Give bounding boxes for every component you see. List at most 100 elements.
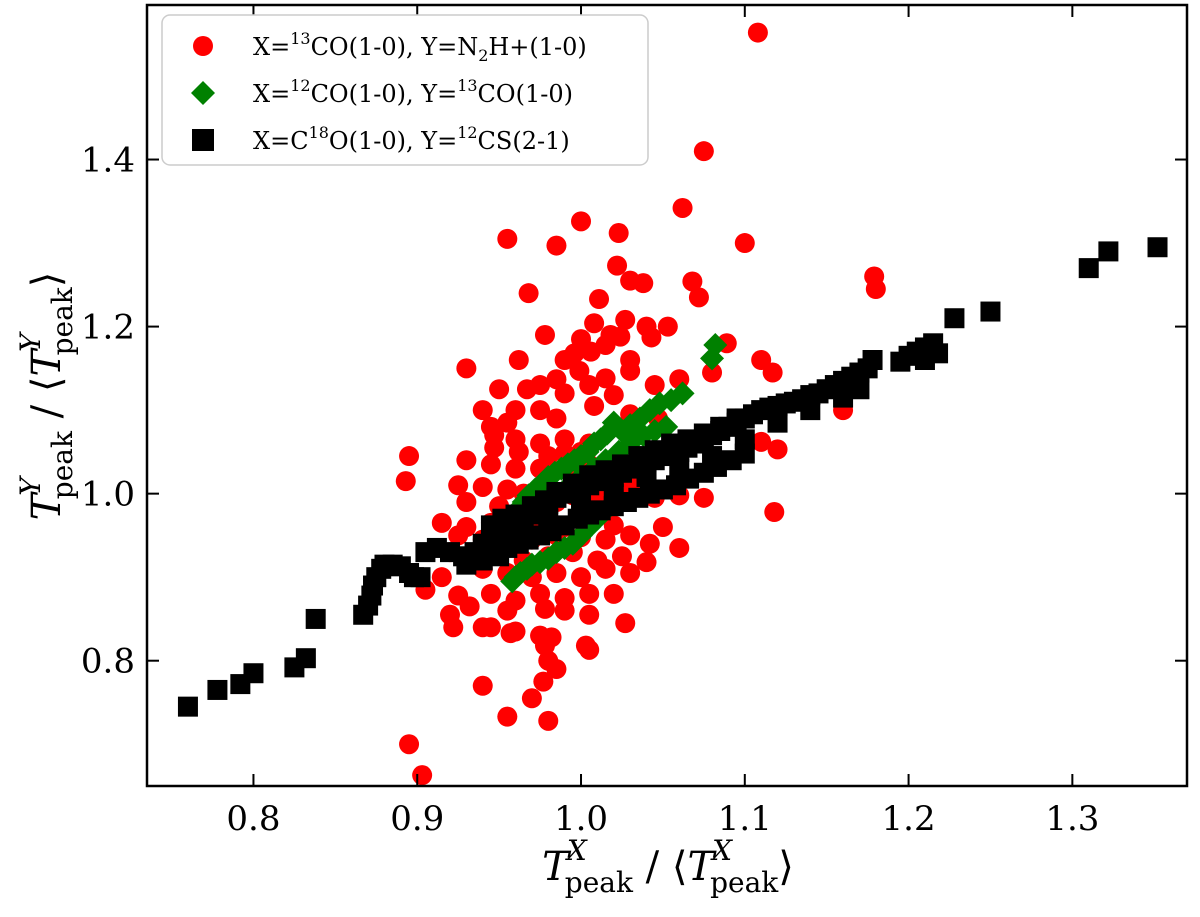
legend-label-green: X=12CO(1-0), Y=13CO(1-0) <box>253 76 573 108</box>
data-point <box>865 279 886 299</box>
data-point <box>693 141 714 162</box>
y-tick-label: 1.0 <box>81 475 135 515</box>
data-point <box>636 552 657 573</box>
data-point <box>700 346 725 371</box>
y-tick-label: 1.4 <box>81 141 135 181</box>
data-point <box>603 583 624 604</box>
data-point <box>677 429 698 450</box>
data-point <box>497 479 518 500</box>
data-point <box>584 395 605 416</box>
data-point <box>480 617 501 638</box>
data-point <box>534 324 555 345</box>
data-point <box>472 476 493 497</box>
data-point <box>534 635 555 656</box>
data-point <box>615 613 636 634</box>
data-point <box>762 362 783 383</box>
data-point <box>944 308 965 329</box>
data-point <box>571 567 592 588</box>
data-point <box>734 429 755 450</box>
data-point <box>607 255 628 276</box>
data-point <box>669 458 690 479</box>
data-point <box>702 362 723 383</box>
data-point <box>395 471 416 492</box>
data-point <box>595 558 616 579</box>
data-point <box>489 379 510 400</box>
data-point <box>595 529 616 550</box>
data-point <box>533 671 554 692</box>
data-point <box>546 235 567 256</box>
data-point <box>472 675 493 696</box>
data-point <box>1078 258 1099 279</box>
data-point <box>530 583 551 604</box>
legend-marker-diamond <box>191 81 215 105</box>
data-point <box>682 271 703 292</box>
data-point <box>448 525 469 546</box>
data-point <box>538 710 559 731</box>
data-point <box>584 313 605 334</box>
data-point <box>654 414 679 439</box>
data-point <box>688 287 709 308</box>
data-point <box>767 412 788 433</box>
data-point <box>747 22 768 43</box>
data-point <box>800 400 821 421</box>
data-point <box>554 600 575 621</box>
data-point <box>505 458 526 479</box>
legend-label-black: X=C18O(1-0), Y=12CS(2-1) <box>253 123 570 155</box>
data-point <box>726 408 747 429</box>
data-point <box>580 341 601 362</box>
data-point <box>497 706 518 727</box>
data-point <box>603 483 624 504</box>
data-point <box>554 350 575 370</box>
data-point <box>571 492 592 512</box>
legend-label-red: X=13CO(1-0), Y=N2H+(1-0) <box>253 29 587 65</box>
data-point <box>305 608 326 629</box>
data-point <box>554 429 575 450</box>
data-point <box>1147 237 1168 258</box>
data-point <box>571 211 592 232</box>
legend-marker-circle <box>193 36 213 56</box>
data-point <box>579 375 600 396</box>
data-point <box>611 454 632 475</box>
data-point <box>702 446 723 467</box>
data-point <box>569 360 590 381</box>
data-point <box>448 475 469 496</box>
data-point <box>508 350 529 370</box>
data-point <box>207 679 228 700</box>
data-point <box>1098 241 1119 262</box>
series-square <box>177 237 1168 717</box>
data-point <box>633 273 654 294</box>
data-point <box>595 368 616 389</box>
data-point <box>295 648 316 669</box>
legend-box <box>161 14 649 166</box>
data-point <box>672 197 693 218</box>
data-point <box>928 343 949 364</box>
data-point <box>497 412 518 433</box>
data-point <box>546 659 567 680</box>
data-point <box>579 604 600 625</box>
data-point <box>518 283 539 304</box>
data-point <box>657 316 678 337</box>
data-point <box>644 375 665 396</box>
y-tick-label: 1.2 <box>81 308 135 348</box>
data-point <box>456 554 477 575</box>
data-point <box>661 433 682 454</box>
data-point <box>579 465 600 486</box>
data-point <box>443 617 464 638</box>
data-point <box>500 623 521 644</box>
data-point <box>516 379 537 400</box>
plot-frame <box>145 3 1189 788</box>
data-point <box>472 542 493 563</box>
data-point <box>693 423 714 444</box>
data-point <box>505 504 526 525</box>
data-point <box>546 563 567 583</box>
data-point <box>480 454 501 475</box>
data-point <box>764 502 785 523</box>
x-axis-label: TX peak / ⟨TX peak⟩ <box>542 834 794 899</box>
data-point <box>459 596 480 617</box>
data-point <box>554 383 575 404</box>
data-point <box>500 569 525 594</box>
data-point <box>603 385 624 406</box>
x-tick-label: 0.8 <box>226 799 280 839</box>
data-point <box>497 228 518 249</box>
data-point <box>410 567 431 588</box>
